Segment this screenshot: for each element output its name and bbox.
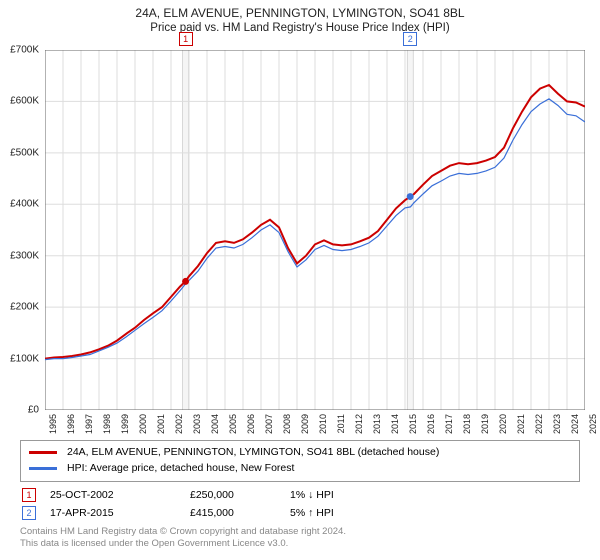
sale-price: £415,000 xyxy=(190,507,290,519)
x-tick-label: 2007 xyxy=(264,414,274,434)
x-tick-label: 2019 xyxy=(480,414,490,434)
chart-container: 24A, ELM AVENUE, PENNINGTON, LYMINGTON, … xyxy=(0,0,600,560)
x-tick-label: 2025 xyxy=(588,414,598,434)
x-tick-label: 2018 xyxy=(462,414,472,434)
x-tick-label: 2015 xyxy=(408,414,418,434)
y-tick-label: £400K xyxy=(0,199,39,210)
chart-svg xyxy=(45,50,585,410)
x-tick-label: 2010 xyxy=(318,414,328,434)
y-tick-label: £100K xyxy=(0,353,39,364)
x-tick-label: 2003 xyxy=(192,414,202,434)
x-tick-label: 2011 xyxy=(336,414,346,433)
sale-marker-flag: 1 xyxy=(179,32,193,46)
legend-label: 24A, ELM AVENUE, PENNINGTON, LYMINGTON, … xyxy=(67,445,439,461)
x-tick-label: 2009 xyxy=(300,414,310,434)
sale-row-marker: 1 xyxy=(22,488,36,502)
x-tick-label: 1996 xyxy=(66,414,76,434)
x-tick-label: 2006 xyxy=(246,414,256,434)
legend-label: HPI: Average price, detached house, New … xyxy=(67,461,294,477)
x-tick-label: 2022 xyxy=(534,414,544,434)
attribution: Contains HM Land Registry data © Crown c… xyxy=(20,526,580,552)
x-tick-label: 1995 xyxy=(48,414,58,434)
sale-row: 2 17-APR-2015£415,0005% ↑ HPI xyxy=(22,506,580,520)
y-tick-label: £600K xyxy=(0,96,39,107)
attribution-line: This data is licensed under the Open Gov… xyxy=(20,538,580,551)
sale-marker-flag: 2 xyxy=(403,32,417,46)
x-tick-label: 2024 xyxy=(570,414,580,434)
legend-box: 24A, ELM AVENUE, PENNINGTON, LYMINGTON, … xyxy=(20,440,580,482)
x-tick-label: 2014 xyxy=(390,414,400,434)
x-tick-label: 2016 xyxy=(426,414,436,434)
y-tick-label: £700K xyxy=(0,45,39,56)
chart-area: £0£100K£200K£300K£400K£500K£600K£700K199… xyxy=(45,50,585,410)
x-tick-label: 2017 xyxy=(444,414,454,434)
attribution-line: Contains HM Land Registry data © Crown c… xyxy=(20,526,580,539)
x-tick-label: 2023 xyxy=(552,414,562,434)
sale-diff: 5% ↑ HPI xyxy=(290,507,334,519)
y-tick-label: £200K xyxy=(0,302,39,313)
sale-diff: 1% ↓ HPI xyxy=(290,489,334,501)
x-tick-label: 2013 xyxy=(372,414,382,434)
title-block: 24A, ELM AVENUE, PENNINGTON, LYMINGTON, … xyxy=(0,0,600,34)
legend-row: 24A, ELM AVENUE, PENNINGTON, LYMINGTON, … xyxy=(29,445,571,461)
x-tick-label: 2005 xyxy=(228,414,238,434)
sale-row: 1 25-OCT-2002£250,0001% ↓ HPI xyxy=(22,488,580,502)
sale-price: £250,000 xyxy=(190,489,290,501)
chart-title: 24A, ELM AVENUE, PENNINGTON, LYMINGTON, … xyxy=(0,6,600,20)
x-tick-label: 2021 xyxy=(516,414,526,434)
x-tick-label: 2001 xyxy=(156,414,166,434)
chart-footer: 24A, ELM AVENUE, PENNINGTON, LYMINGTON, … xyxy=(20,440,580,551)
x-tick-label: 2012 xyxy=(354,414,364,434)
x-tick-label: 2008 xyxy=(282,414,292,434)
legend-swatch xyxy=(29,467,57,470)
sale-date: 25-OCT-2002 xyxy=(50,489,190,501)
x-tick-label: 1999 xyxy=(120,414,130,434)
x-tick-label: 1997 xyxy=(84,414,94,434)
y-tick-label: £300K xyxy=(0,250,39,261)
sale-date: 17-APR-2015 xyxy=(50,507,190,519)
y-tick-label: £0 xyxy=(0,405,39,416)
sale-row-marker: 2 xyxy=(22,506,36,520)
x-tick-label: 2002 xyxy=(174,414,184,434)
x-tick-label: 2004 xyxy=(210,414,220,434)
x-tick-label: 2020 xyxy=(498,414,508,434)
legend-row: HPI: Average price, detached house, New … xyxy=(29,461,571,477)
y-tick-label: £500K xyxy=(0,147,39,158)
x-tick-label: 1998 xyxy=(102,414,112,434)
x-tick-label: 2000 xyxy=(138,414,148,434)
sales-block: 1 25-OCT-2002£250,0001% ↓ HPI 2 17-APR-2015… xyxy=(20,488,580,520)
chart-subtitle: Price paid vs. HM Land Registry's House … xyxy=(0,22,600,34)
legend-swatch xyxy=(29,451,57,454)
